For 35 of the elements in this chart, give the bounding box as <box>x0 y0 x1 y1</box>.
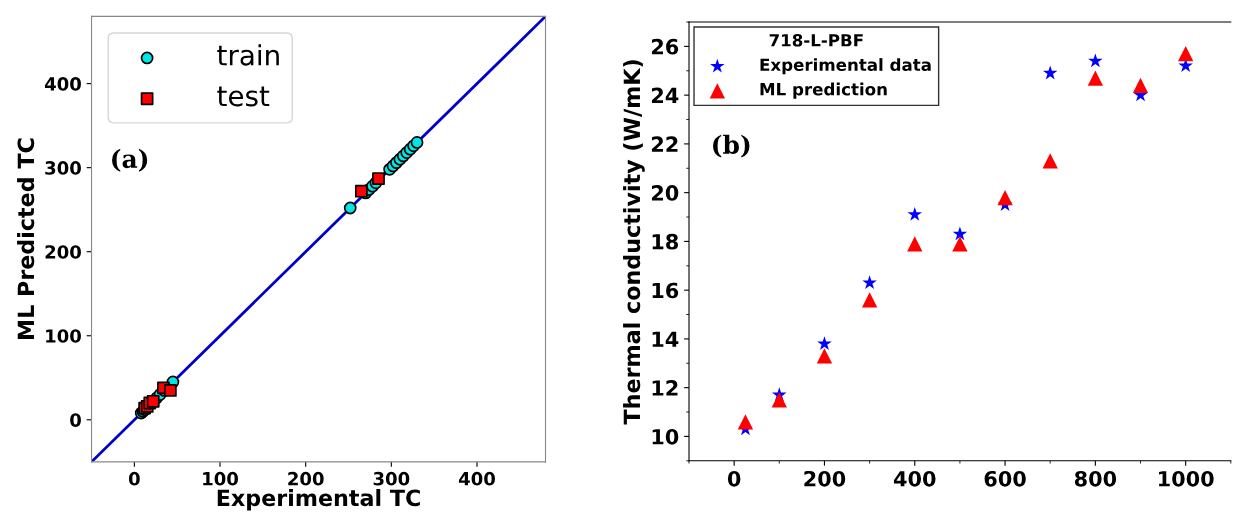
x-tick-label: 400 <box>893 470 936 487</box>
y-tick-label: 12 <box>652 380 678 396</box>
y-tick-label: 22 <box>651 136 678 152</box>
y-tick-label: 300 <box>45 161 81 175</box>
y-tick-label: 10 <box>652 428 679 445</box>
y-axis-title: Thermal conductivity (W/mK) <box>623 60 645 425</box>
y-tick-label: 26 <box>651 38 679 55</box>
x-tick-label: 1000 <box>1159 470 1214 487</box>
y-tick-label: 24 <box>651 87 679 104</box>
x-tick-label: 0 <box>727 470 741 487</box>
x-tick-label: 100 <box>203 471 238 486</box>
x-tick-label: 800 <box>1074 470 1117 487</box>
x-tick-label: 200 <box>288 471 324 486</box>
x-tick-label: 200 <box>804 470 846 487</box>
x-tick-label: 300 <box>373 471 410 486</box>
y-tick-label: 0 <box>70 413 81 427</box>
y-tick-label: 400 <box>44 77 81 91</box>
y-tick-label: 200 <box>45 245 81 259</box>
y-tick-label: 14 <box>652 331 679 347</box>
y-tick-label: 100 <box>46 329 81 343</box>
x-tick-label: 400 <box>458 471 495 486</box>
legend-label: Experimental data <box>760 58 931 75</box>
legend-label: test <box>217 86 270 107</box>
y-tick-label: 20 <box>651 185 679 201</box>
x-tick-label: 600 <box>984 470 1026 487</box>
annotation: (b) <box>713 134 750 158</box>
legend-label: ML prediction <box>760 82 887 99</box>
x-tick-label: 0 <box>128 471 140 486</box>
annotation: (a) <box>112 148 148 172</box>
x-axis-title: Experimental TC <box>217 489 420 511</box>
y-tick-label: 18 <box>652 233 678 250</box>
legend-title: 718-L-PBF <box>769 33 863 47</box>
legend-label: train <box>217 44 279 66</box>
y-axis-title: ML Predicted TC <box>17 138 35 339</box>
y-tick-label: 16 <box>652 282 679 299</box>
